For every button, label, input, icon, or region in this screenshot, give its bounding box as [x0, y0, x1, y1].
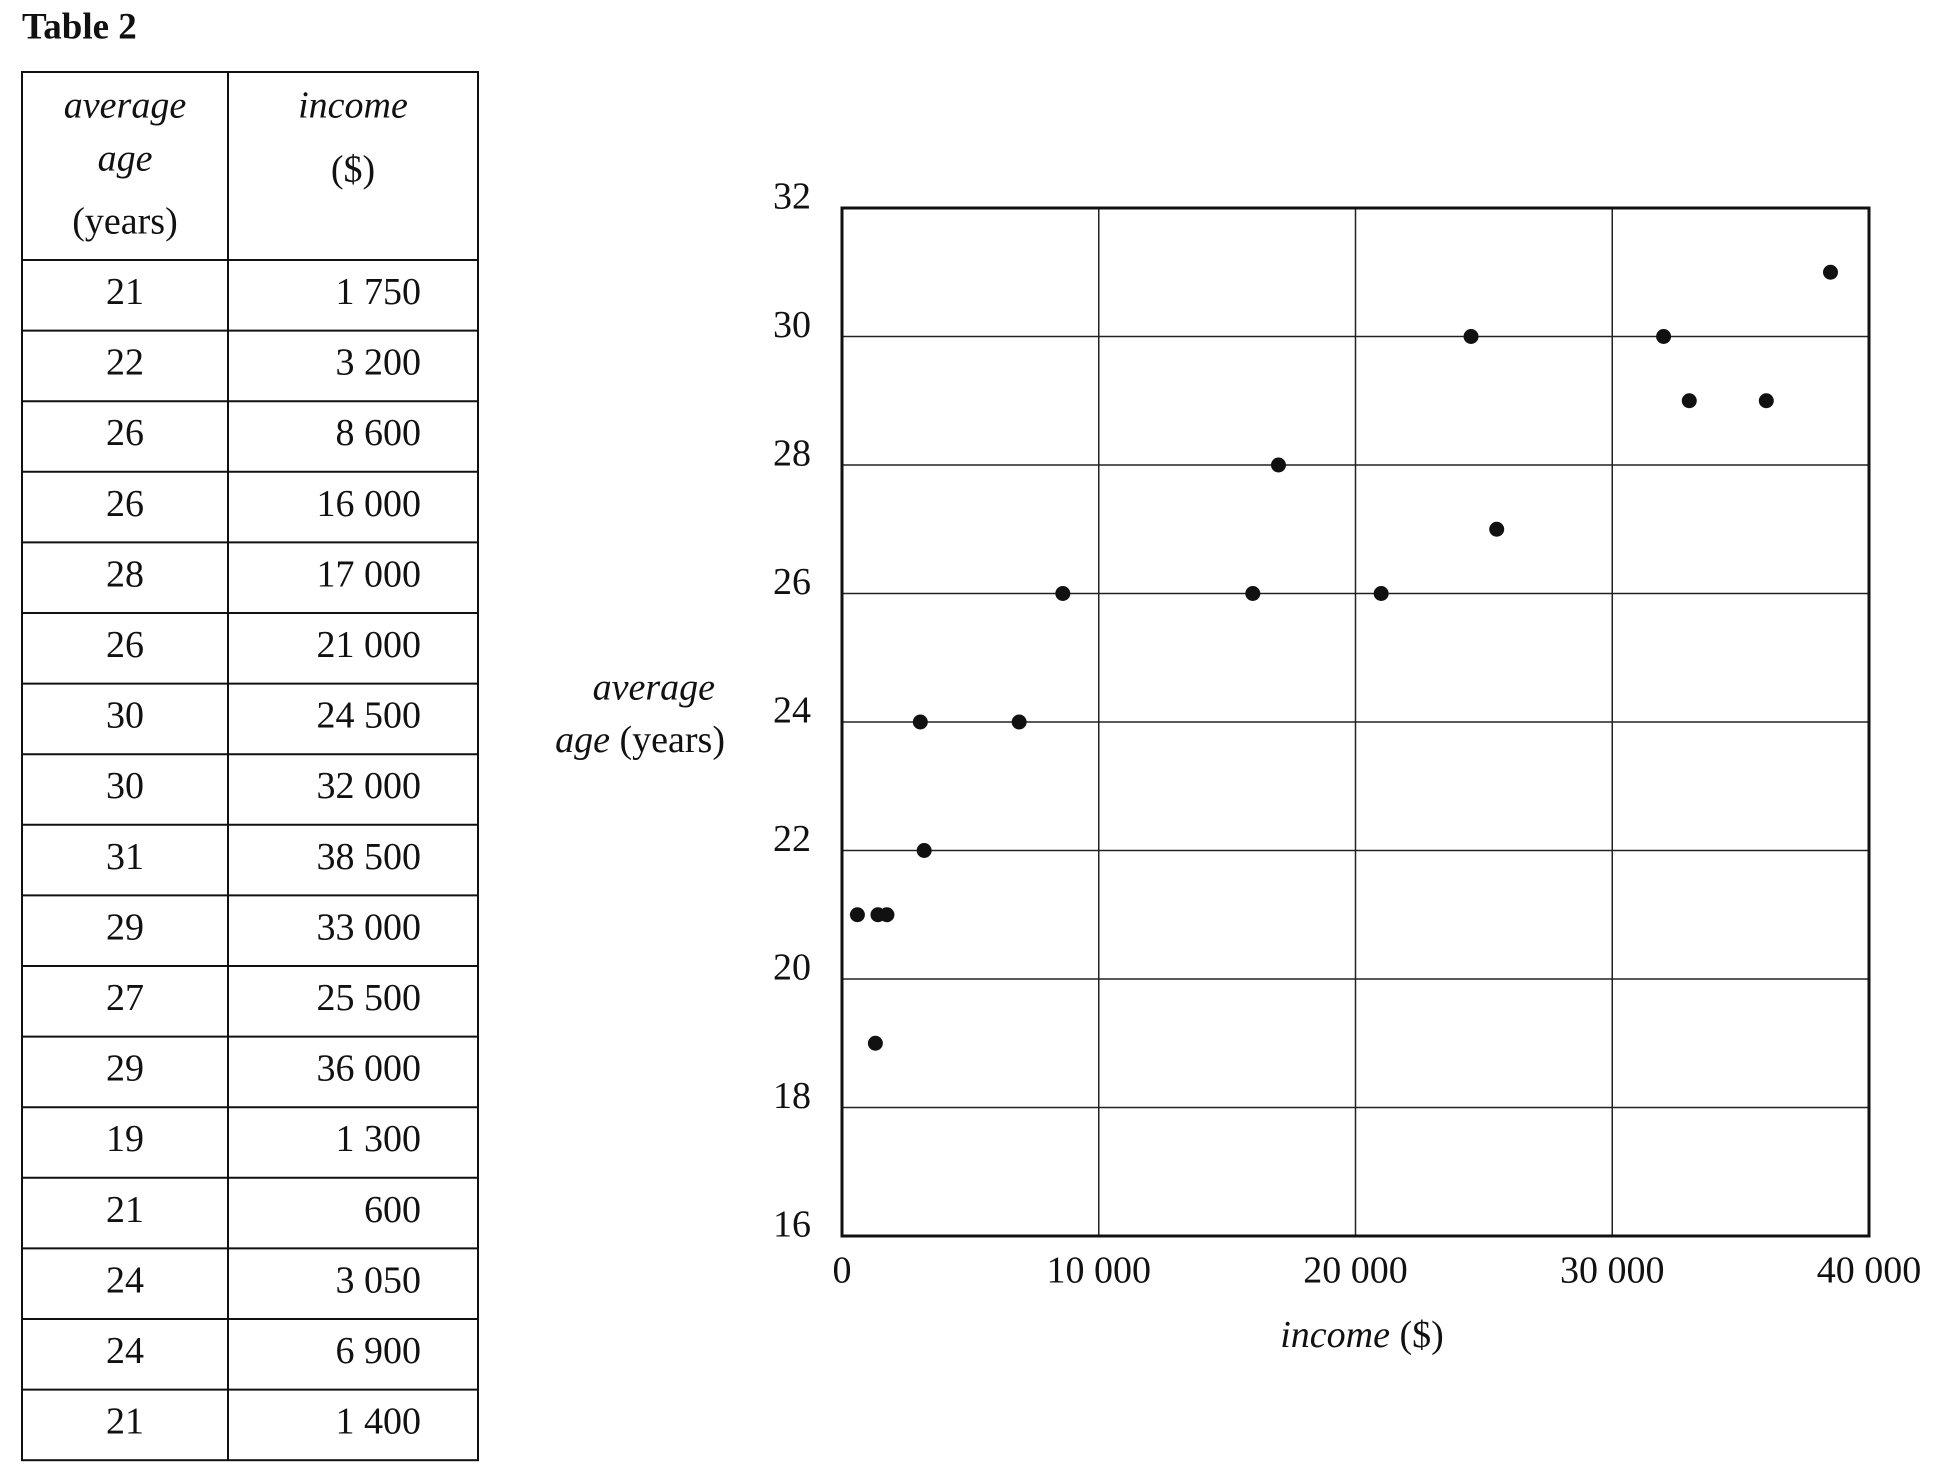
y-tick-label: 32 — [773, 176, 811, 218]
header-text: ($) — [331, 149, 375, 191]
table-title: Table 2 — [22, 6, 137, 47]
x-axis-label: income ($) — [1280, 1314, 1444, 1356]
scatter-point — [1011, 714, 1027, 730]
income-cell: 38 500 — [317, 836, 422, 878]
age-cell: 24 — [106, 1330, 144, 1372]
income-cell: 3 050 — [336, 1259, 422, 1301]
scatter-point — [1245, 586, 1261, 601]
y-tick-label: 24 — [773, 690, 811, 732]
income-cell: 16 000 — [317, 483, 422, 525]
income-cell: 6 900 — [336, 1330, 422, 1372]
header-text: age — [98, 138, 153, 180]
scatter-point — [1463, 329, 1479, 344]
y-tick-label: 18 — [773, 1075, 811, 1117]
scatter-point — [870, 907, 886, 923]
x-axis-label-part: ($) — [1399, 1314, 1443, 1356]
y-tick-label: 26 — [773, 561, 811, 603]
y-tick-label: 30 — [773, 304, 811, 346]
age-cell: 30 — [106, 695, 144, 737]
scatter-point — [1055, 586, 1071, 601]
scatter-point — [1270, 457, 1286, 473]
scatter-point — [1758, 393, 1774, 409]
scatter-point — [1656, 329, 1672, 344]
scatter-point — [849, 907, 865, 923]
income-cell: 1 300 — [336, 1118, 422, 1160]
age-cell: 30 — [106, 765, 144, 807]
age-cell: 21 — [106, 271, 144, 313]
age-cell: 29 — [106, 906, 144, 948]
scatter-point — [1373, 586, 1389, 601]
income-cell: 24 500 — [317, 695, 422, 737]
header-text: average — [64, 85, 187, 127]
income-cell: 8 600 — [336, 412, 422, 454]
scatter-point — [912, 714, 928, 730]
age-cell: 24 — [106, 1259, 144, 1301]
plot-frame — [840, 206, 1871, 1238]
y-axis-label-part: age — [555, 719, 610, 761]
age-cell: 26 — [106, 483, 144, 525]
income-cell: 1 400 — [336, 1401, 422, 1443]
x-tick-label: 0 — [833, 1250, 852, 1292]
income-cell: 600 — [364, 1189, 421, 1231]
header-text: (years) — [72, 201, 177, 243]
age-cell: 21 — [106, 1189, 144, 1231]
age-cell: 28 — [106, 553, 144, 595]
scatter-point — [916, 843, 932, 858]
y-tick-label: 20 — [773, 947, 811, 989]
x-tick-label: 40 000 — [1817, 1250, 1922, 1292]
age-cell: 26 — [106, 412, 144, 454]
income-cell: 25 500 — [317, 977, 422, 1019]
scatter-point — [1681, 393, 1697, 409]
y-axis-label-part: (years) — [620, 719, 725, 761]
x-tick-label: 20 000 — [1303, 1250, 1408, 1292]
age-cell: 31 — [106, 836, 144, 878]
x-tick-label: 10 000 — [1047, 1250, 1152, 1292]
age-cell: 29 — [106, 1048, 144, 1090]
scatter-point — [1822, 264, 1838, 280]
income-cell: 1 750 — [336, 271, 422, 313]
income-cell: 21 000 — [317, 624, 422, 666]
age-cell: 19 — [106, 1118, 144, 1160]
income-cell: 36 000 — [317, 1048, 422, 1090]
x-tick-label: 30 000 — [1560, 1250, 1665, 1292]
scatter-point — [1489, 521, 1505, 537]
x-axis-label-part: income — [1280, 1314, 1390, 1356]
y-tick-label: 16 — [773, 1204, 811, 1246]
header-text: income — [298, 85, 408, 127]
age-cell: 26 — [106, 624, 144, 666]
y-tick-label: 22 — [773, 818, 811, 860]
income-cell: 33 000 — [317, 906, 422, 948]
income-cell: 17 000 — [317, 553, 422, 595]
y-tick-label: 28 — [773, 433, 811, 475]
y-axis-label: age (years) — [555, 719, 725, 761]
age-cell: 22 — [106, 342, 144, 384]
table-border — [21, 71, 479, 1462]
age-cell: 27 — [106, 977, 144, 1019]
y-axis-label: average — [593, 667, 716, 709]
age-cell: 21 — [106, 1401, 144, 1443]
income-cell: 3 200 — [336, 342, 422, 384]
scatter-point — [867, 1035, 883, 1051]
income-cell: 32 000 — [317, 765, 422, 807]
